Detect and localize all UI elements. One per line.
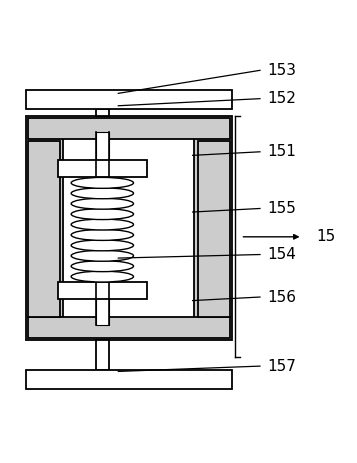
Bar xyxy=(28,118,230,139)
Ellipse shape xyxy=(71,198,134,209)
Ellipse shape xyxy=(71,240,134,251)
Bar xyxy=(26,369,232,389)
Text: 151: 151 xyxy=(267,144,296,159)
Bar xyxy=(26,116,232,339)
Bar xyxy=(28,141,60,317)
Ellipse shape xyxy=(71,209,134,219)
Text: 154: 154 xyxy=(267,247,296,262)
Bar xyxy=(64,132,195,325)
Text: 155: 155 xyxy=(267,201,296,216)
Text: 157: 157 xyxy=(267,359,296,374)
Text: 153: 153 xyxy=(267,63,296,78)
Ellipse shape xyxy=(71,261,134,272)
Bar xyxy=(96,109,109,116)
Text: 156: 156 xyxy=(267,289,296,305)
Text: 15: 15 xyxy=(317,229,336,244)
Bar xyxy=(198,141,230,317)
Text: 152: 152 xyxy=(267,91,296,106)
Ellipse shape xyxy=(71,219,134,230)
Bar xyxy=(96,339,109,369)
Ellipse shape xyxy=(71,177,134,188)
Ellipse shape xyxy=(71,230,134,240)
Bar xyxy=(58,282,147,299)
Bar xyxy=(26,90,232,109)
Ellipse shape xyxy=(71,188,134,199)
Ellipse shape xyxy=(71,250,134,261)
Bar xyxy=(96,132,109,325)
Bar xyxy=(28,317,230,338)
Ellipse shape xyxy=(71,271,134,282)
Bar xyxy=(58,160,147,176)
